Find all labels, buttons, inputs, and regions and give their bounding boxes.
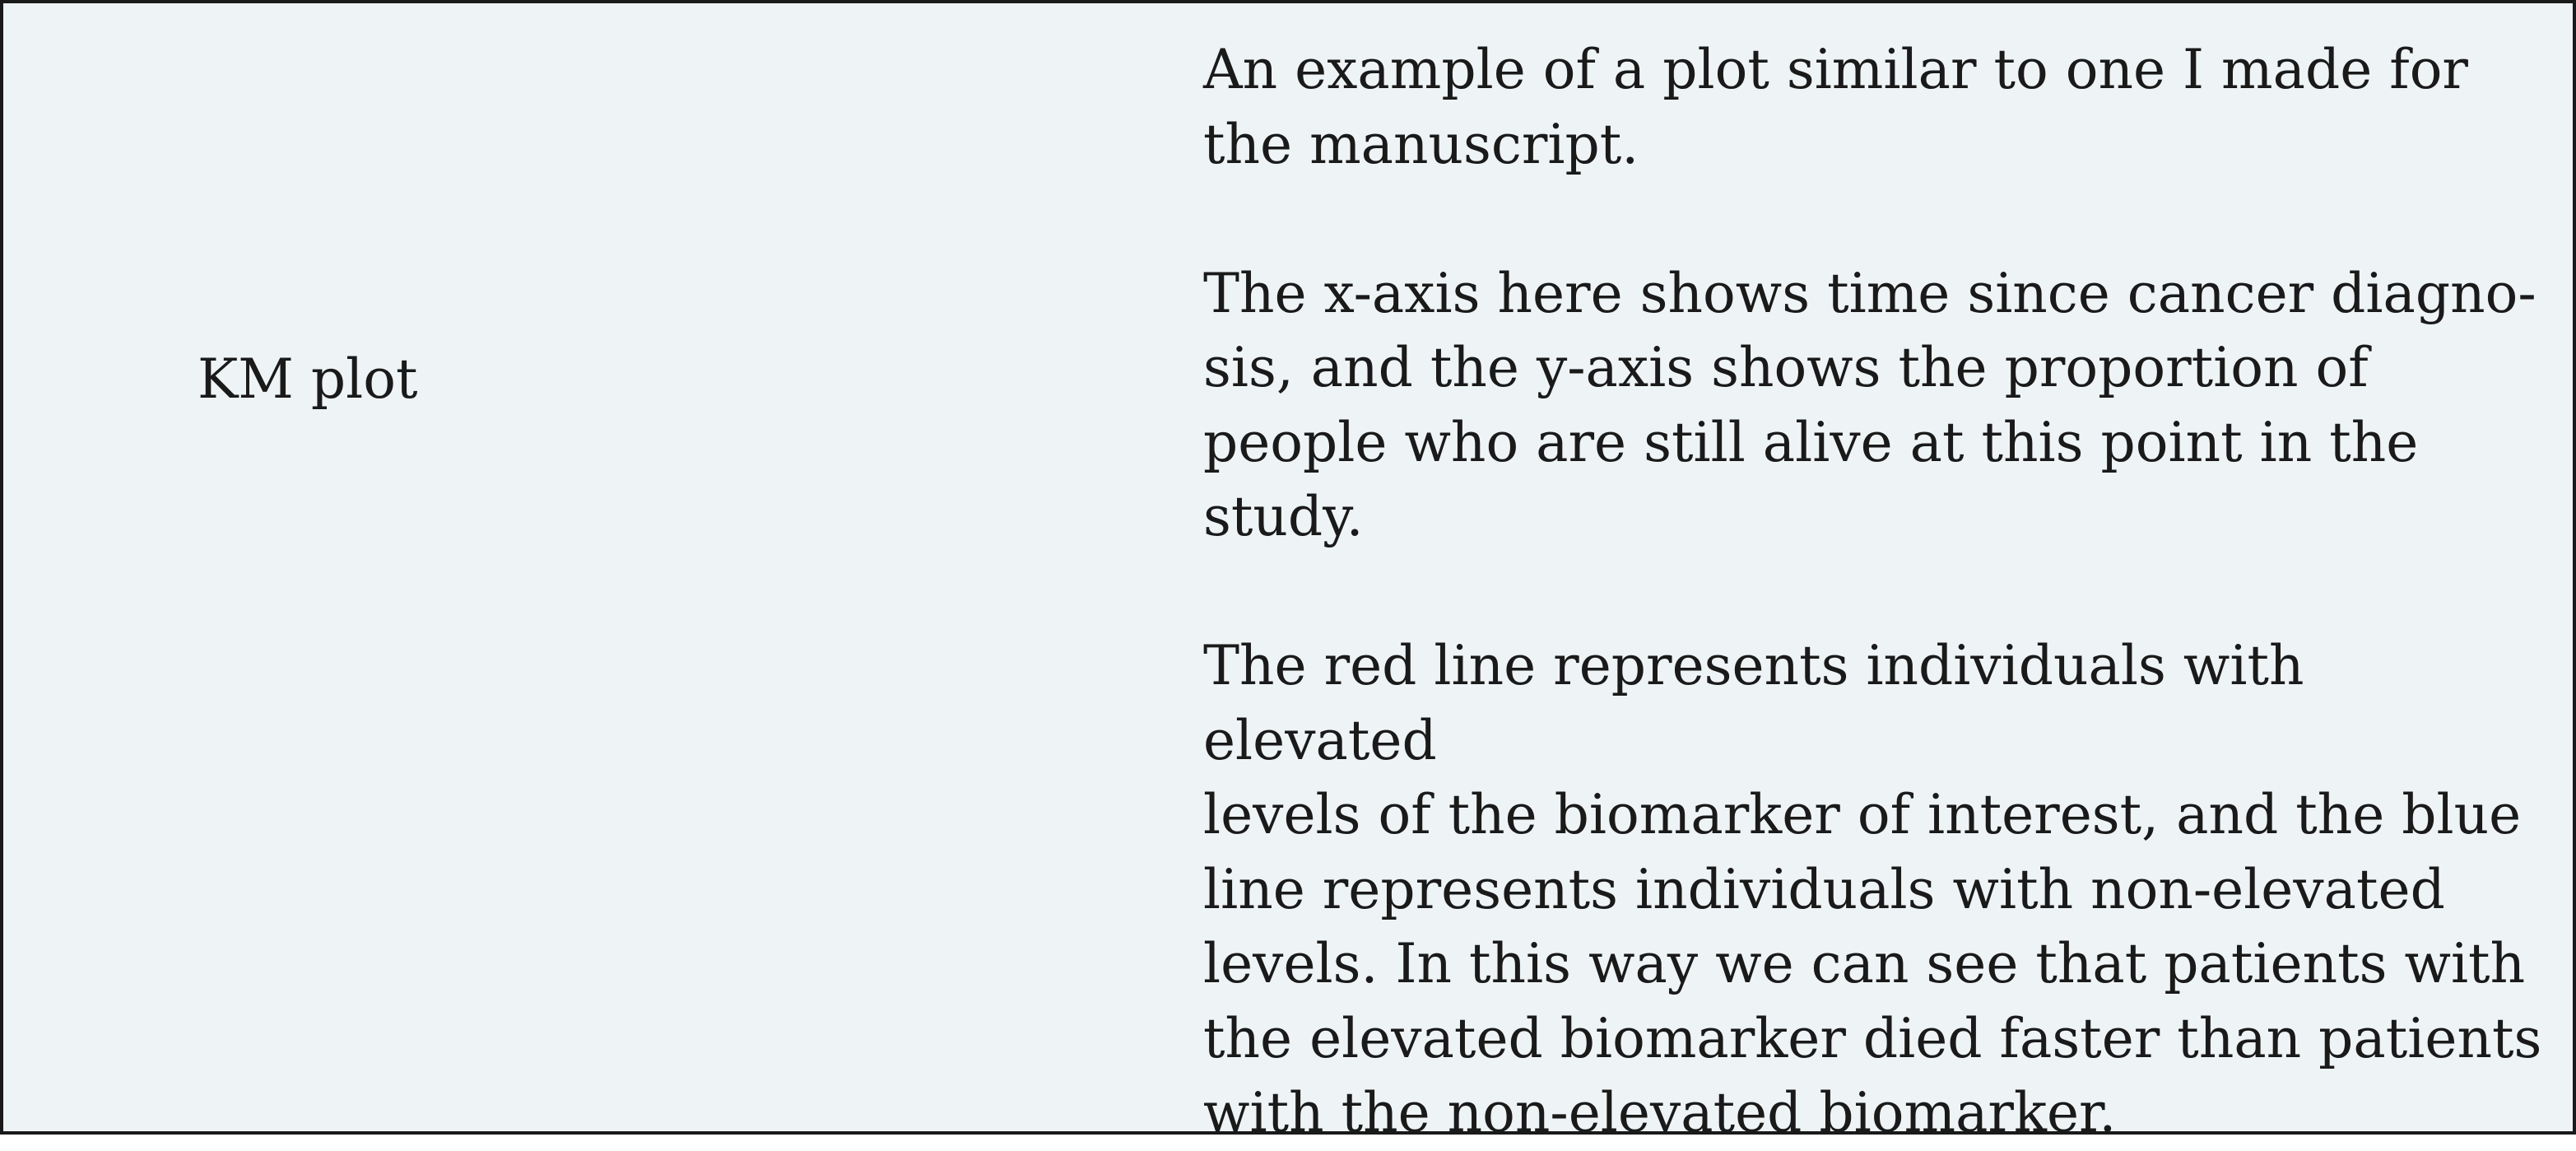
- definition-paragraph-3: The red line represents individuals with…: [1203, 634, 2542, 1144]
- definition-paragraph-2: The x-axis here shows time since cancer …: [1203, 261, 2536, 549]
- term-label: KM plot: [198, 347, 418, 411]
- definition-paragraph-1: An example of a plot similar to one I ma…: [1203, 38, 2468, 176]
- definition-text: An example of a plot similar to one I ma…: [1203, 33, 2553, 1151]
